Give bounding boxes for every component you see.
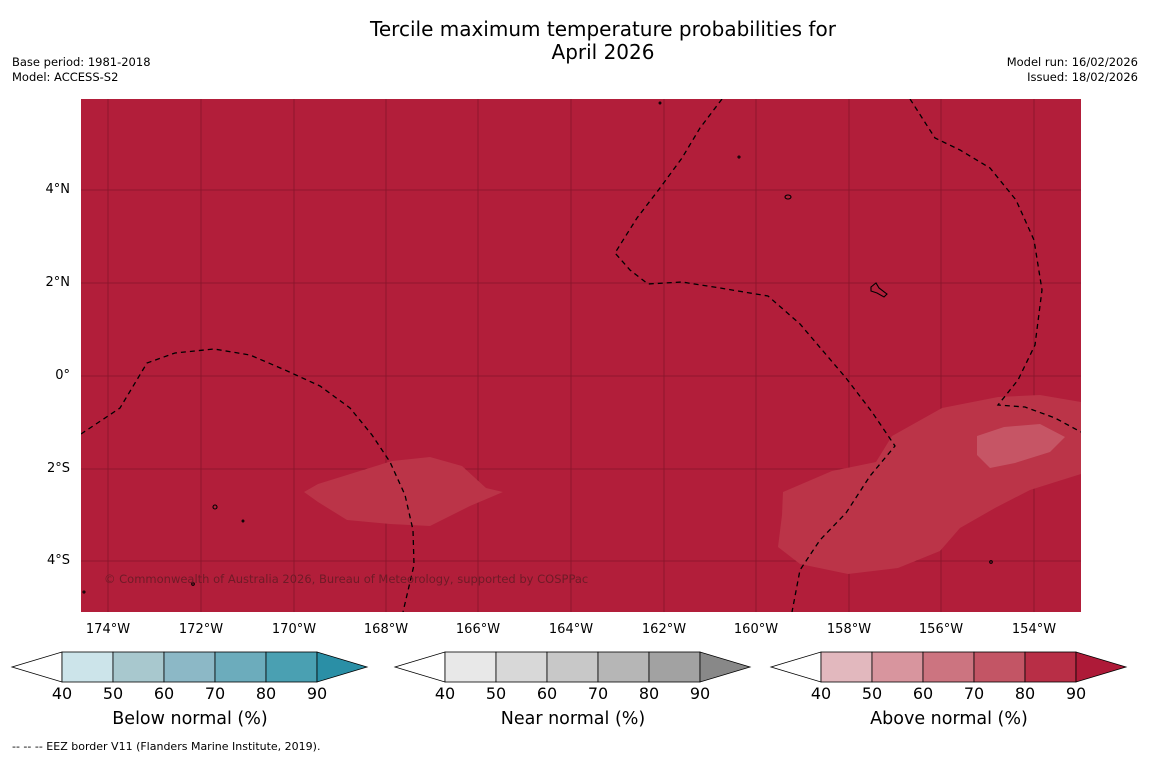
colorbar-above-segment xyxy=(820,651,873,683)
issued-date: Issued: 18/02/2026 xyxy=(1027,70,1138,84)
colorbar-below-tick: 50 xyxy=(102,684,124,703)
lon-label-162w: 162°W xyxy=(641,622,687,637)
colorbar-above-tick: 90 xyxy=(1065,684,1087,703)
lat-label-0: 0° xyxy=(55,368,70,383)
colorbar-near-segment xyxy=(546,651,599,683)
colorbar-near-extend-high xyxy=(699,651,752,683)
colorbar-near-label: Near normal (%) xyxy=(500,709,646,729)
island xyxy=(737,155,741,159)
island xyxy=(241,519,245,523)
eez-border-west xyxy=(81,348,415,612)
eez-legend-footer: -- -- -- EEZ border V11 (Flanders Marine… xyxy=(12,740,321,753)
colorbar-above-extend-low xyxy=(769,651,822,683)
colorbar-below-segment xyxy=(214,651,267,683)
island xyxy=(191,582,195,586)
colorbar-below-extend-low xyxy=(10,651,63,683)
title-line-1: Tercile maximum temperature probabilitie… xyxy=(370,17,836,41)
lon-label-174w: 174°W xyxy=(85,622,131,637)
colorbar-near-segment xyxy=(444,651,497,683)
probability-region-east-inner xyxy=(977,424,1065,468)
colorbar-near-tick: 80 xyxy=(638,684,660,703)
lon-label-160w: 160°W xyxy=(733,622,779,637)
colorbar-near-tick: 90 xyxy=(689,684,711,703)
colorbar-above-label: Above normal (%) xyxy=(870,709,1028,729)
lat-label-4s: 4°S xyxy=(46,553,70,568)
colorbar-above-tick: 40 xyxy=(810,684,832,703)
model-run: Model run: 16/02/2026 xyxy=(1006,55,1138,69)
model-name: Model: ACCESS-S2 xyxy=(12,70,119,84)
lon-label-168w: 168°W xyxy=(363,622,409,637)
colorbar-near-segment xyxy=(495,651,548,683)
colorbar-below-tick: 60 xyxy=(153,684,175,703)
island xyxy=(784,194,792,200)
colorbar-below-tick: 80 xyxy=(255,684,277,703)
colorbar-near-tick: 40 xyxy=(434,684,456,703)
metadata-right: Model run: 16/02/2026 Issued: 18/02/2026 xyxy=(1007,55,1138,85)
colorbar-near-tick: 70 xyxy=(587,684,609,703)
eez-border-east xyxy=(909,99,1081,433)
islands xyxy=(82,101,993,594)
lon-label-172w: 172°W xyxy=(178,622,224,637)
colorbar-below-label: Below normal (%) xyxy=(112,709,268,729)
colorbar-below-segment xyxy=(112,651,165,683)
colorbar-near-tick: 50 xyxy=(485,684,507,703)
island xyxy=(82,590,86,594)
lat-label-4n: 4°N xyxy=(45,182,71,197)
metadata-left: Base period: 1981-2018 Model: ACCESS-S2 xyxy=(12,55,151,85)
island xyxy=(870,282,888,298)
island xyxy=(212,504,218,510)
colorbar-above-segment xyxy=(871,651,924,683)
lat-label-2s: 2°S xyxy=(46,461,70,476)
colorbar-above-segment xyxy=(1024,651,1077,683)
lon-label-170w: 170°W xyxy=(271,622,317,637)
title-line-2: April 2026 xyxy=(551,40,655,64)
colorbar-below-tick: 90 xyxy=(306,684,328,703)
colorbar-above-tick: 50 xyxy=(861,684,883,703)
lon-label-166w: 166°W xyxy=(455,622,501,637)
chart-title: Tercile maximum temperature probabilitie… xyxy=(0,18,1150,64)
colorbar-below-segment xyxy=(163,651,216,683)
colorbar-below-segment xyxy=(61,651,114,683)
colorbar-below-segment xyxy=(265,651,318,683)
colorbars xyxy=(10,651,1128,683)
lon-label-164w: 164°W xyxy=(548,622,594,637)
colorbar-above-tick: 80 xyxy=(1014,684,1036,703)
lon-label-156w: 156°W xyxy=(918,622,964,637)
copyright-text: © Commonwealth of Australia 2026, Bureau… xyxy=(104,572,589,586)
island xyxy=(658,101,662,105)
eez-borders xyxy=(81,99,1081,612)
lat-label-2n: 2°N xyxy=(45,275,71,290)
colorbar-near-segment xyxy=(648,651,701,683)
lon-label-158w: 158°W xyxy=(826,622,872,637)
colorbar-above-tick: 70 xyxy=(963,684,985,703)
colorbar-near-tick: 60 xyxy=(536,684,558,703)
base-period: Base period: 1981-2018 xyxy=(12,55,151,69)
colorbar-above-extend-high xyxy=(1075,651,1128,683)
colorbar-near-segment xyxy=(597,651,650,683)
colorbar-below-tick: 40 xyxy=(51,684,73,703)
colorbar-below-tick: 70 xyxy=(204,684,226,703)
colorbar-above-segment xyxy=(922,651,975,683)
lon-label-154w: 154°W xyxy=(1011,622,1057,637)
colorbar-below-extend-high xyxy=(316,651,369,683)
colorbar-near-extend-low xyxy=(393,651,446,683)
island xyxy=(989,560,993,564)
colorbar-above-tick: 60 xyxy=(912,684,934,703)
colorbar-above-segment xyxy=(973,651,1026,683)
map-content xyxy=(81,99,1081,612)
